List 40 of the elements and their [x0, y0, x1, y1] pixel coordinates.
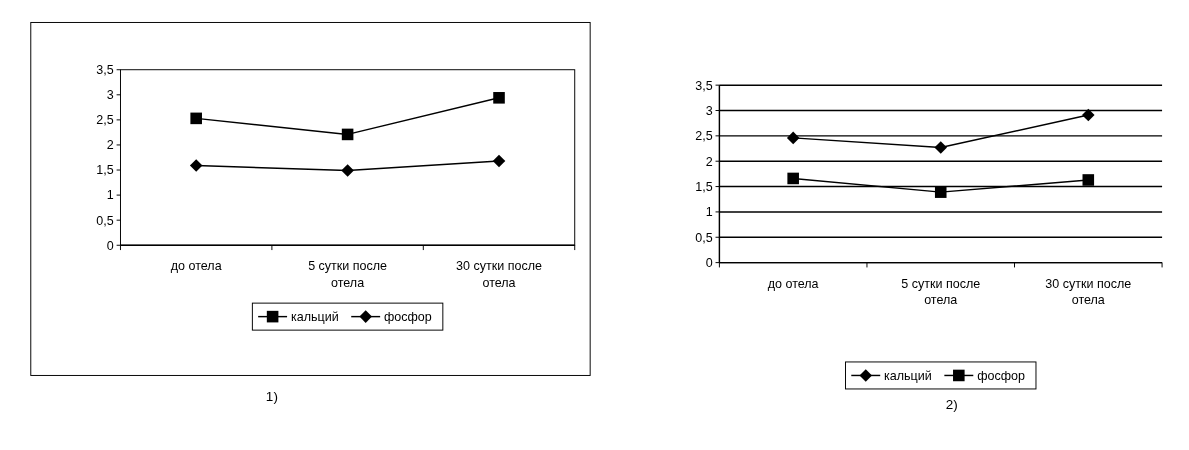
point — [190, 112, 202, 125]
y-tick-label: 2 — [106, 138, 114, 153]
y-tick-label: 1 — [705, 205, 713, 220]
x-tick-label: 5 сутки после отела — [308, 259, 388, 290]
y-tick-label: 0,5 — [695, 230, 713, 245]
y-tick-label: 2 — [705, 154, 713, 169]
legend-label: кальций — [884, 368, 932, 383]
point — [934, 186, 947, 198]
legend-label: кальций — [290, 310, 339, 325]
point — [1082, 108, 1095, 122]
x-tick-label: 30 сутки после отела — [1045, 276, 1132, 308]
y-tick-label: 3 — [705, 103, 713, 118]
point — [341, 128, 354, 141]
y-tick-label: 0 — [106, 238, 114, 253]
y-tick-label: 3 — [106, 88, 114, 103]
y-tick-label: 1 — [106, 188, 114, 203]
y-tick-label: 0 — [705, 256, 713, 270]
point — [1082, 174, 1095, 186]
legend-label: фосфор — [977, 368, 1025, 383]
y-tick-label: 0,5 — [96, 213, 114, 228]
legend-label: фосфор — [384, 310, 432, 325]
point — [934, 141, 947, 154]
point — [492, 154, 506, 168]
y-tick-label: 2,5 — [695, 129, 713, 144]
point — [189, 159, 203, 172]
y-tick-label: 3,5 — [695, 78, 713, 93]
y-tick-label: 3,5 — [96, 63, 114, 78]
text: 2) — [945, 397, 958, 413]
point — [787, 172, 799, 185]
x-tick-label: 30 сутки после отела — [456, 259, 542, 290]
y-tick-label: 1,5 — [96, 163, 114, 178]
y-tick-label: 2,5 — [96, 113, 114, 128]
point — [341, 164, 354, 177]
point — [493, 92, 505, 104]
x-tick-label: 5 сутки после отела — [901, 276, 981, 308]
point — [786, 131, 800, 145]
text: 1) — [265, 389, 278, 405]
x-tick-label: до отела — [767, 276, 819, 291]
x-tick-label: до отела — [170, 259, 222, 274]
y-tick-label: 1,5 — [695, 179, 713, 194]
